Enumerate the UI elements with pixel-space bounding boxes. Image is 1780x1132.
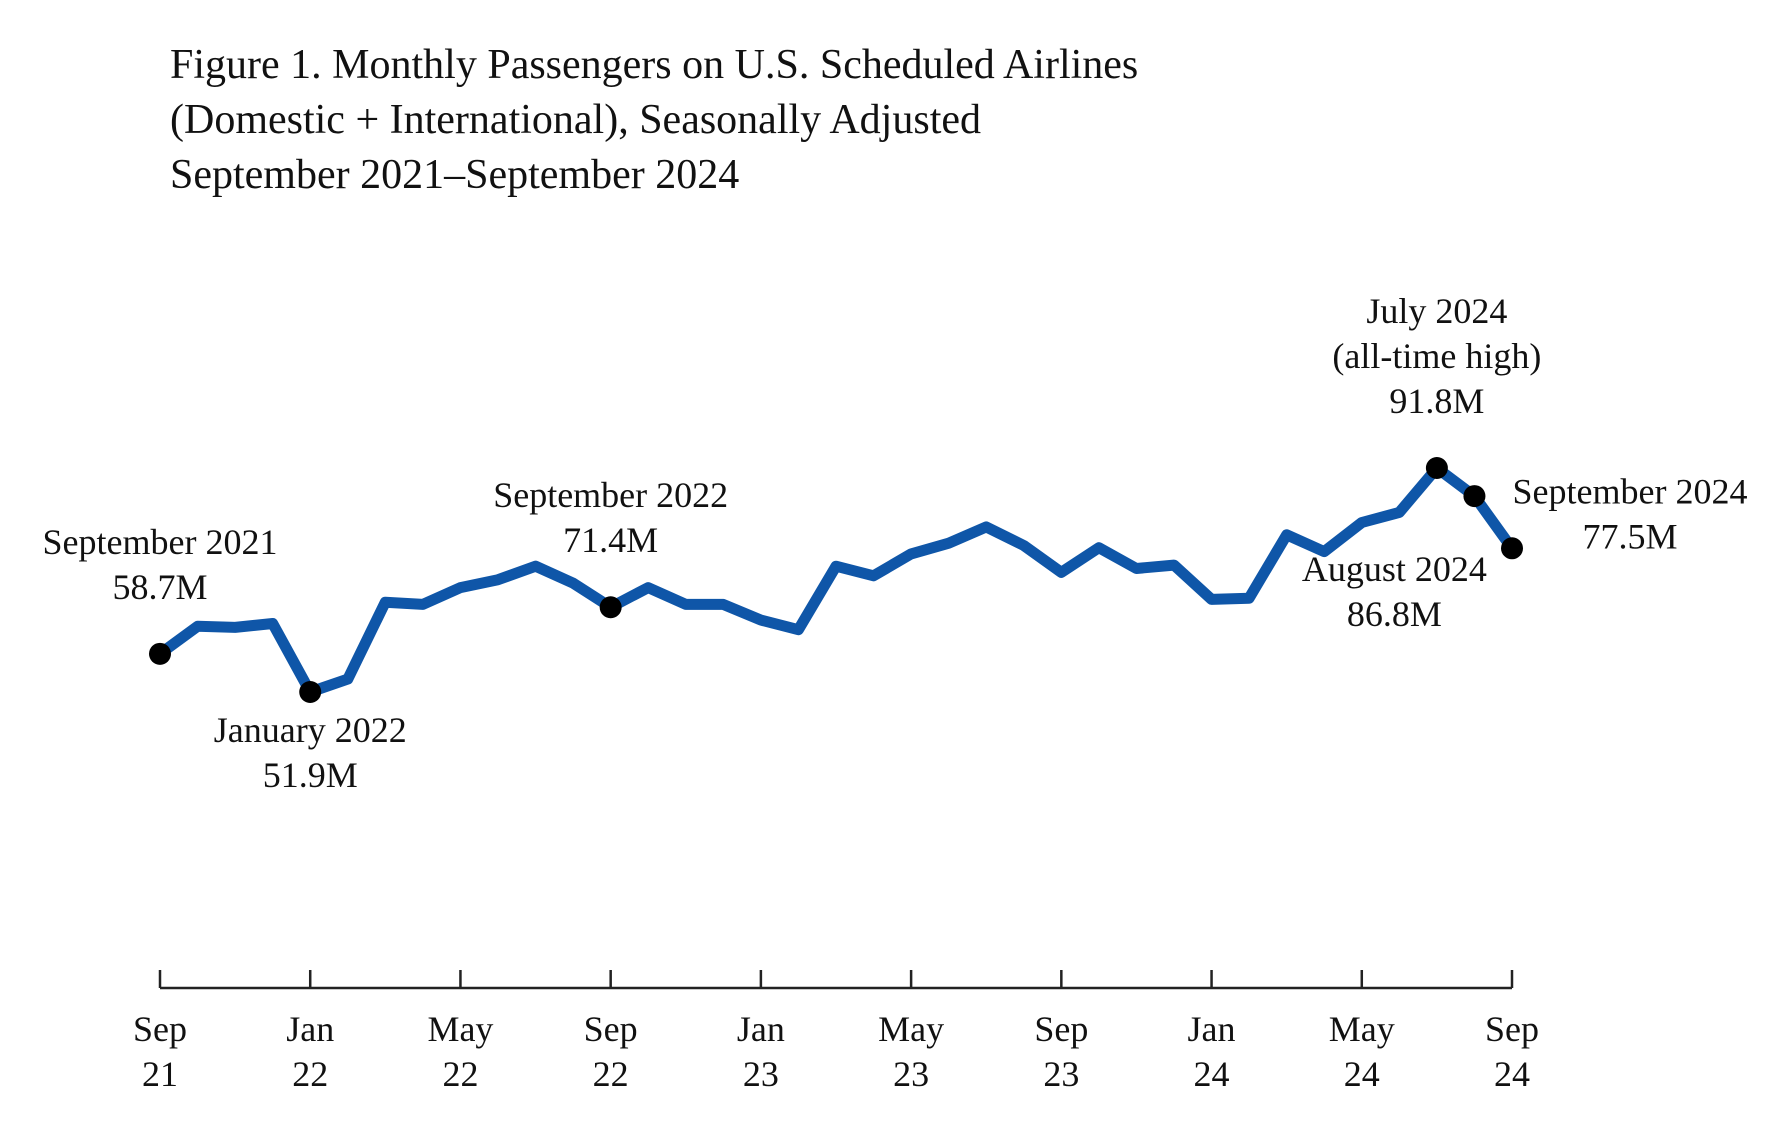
annotated-point [1425,457,1448,479]
x-tick-month: Sep [584,1009,638,1049]
x-tick-year: 24 [1344,1054,1380,1094]
annotation-label: September 2024 77.5M [1513,471,1748,556]
annotated-point [149,642,171,665]
annotation-label: July 2024 (all-time high) 91.8M [1332,291,1541,421]
annotation-line: September 2022 [493,475,728,515]
x-tick-year: 23 [893,1054,929,1094]
x-tick-label: Sep 24 [1485,1009,1539,1094]
annotation-line: 71.4M [563,520,658,560]
chart-title-line-1: Figure 1. Monthly Passengers on U.S. Sch… [170,42,1139,88]
x-tick-month: May [427,1009,493,1049]
annotated-point [299,681,322,703]
chart-title-line-2: (Domestic + International), Seasonally A… [170,97,982,143]
chart-title-line-3: September 2021–September 2024 [170,152,740,198]
annotated-point [1463,485,1486,508]
x-tick-month: May [878,1009,944,1049]
x-tick-label: Jan 24 [1188,1009,1236,1094]
annotation-line: 91.8M [1389,381,1484,421]
annotated-points [149,457,1523,703]
annotation-line: September 2021 [43,522,278,562]
annotation-line: August 2024 [1302,549,1487,589]
x-tick-month: May [1329,1009,1395,1049]
x-tick-month: Jan [1188,1009,1236,1049]
x-tick-label: Jan 23 [737,1009,785,1094]
annotation-line: July 2024 [1366,291,1507,331]
x-tick-year: 24 [1494,1054,1530,1094]
annotated-point [1501,537,1523,560]
annotation-line: January 2022 [214,710,407,750]
x-tick-year: 24 [1194,1054,1230,1094]
x-tick-label: May 23 [878,1009,944,1094]
annotation-line: 51.9M [263,755,358,795]
x-tick-month: Sep [133,1009,187,1049]
series-group [154,462,1518,698]
annotation-label: September 2021 58.7M [43,522,278,607]
x-tick-label: Sep 23 [1034,1009,1088,1094]
annotation-line: 58.7M [112,567,207,607]
x-tick-year: 22 [593,1054,629,1094]
x-tick-year: 22 [292,1054,328,1094]
x-tick-year: 21 [142,1054,178,1094]
x-tick-month: Jan [737,1009,785,1049]
annotation-line: September 2024 [1513,471,1748,511]
x-tick-label: Sep 22 [584,1009,638,1094]
x-tick-label: Sep 21 [133,1009,187,1094]
x-tick-month: Jan [286,1009,334,1049]
x-tick-month: Sep [1485,1009,1539,1049]
annotation-label: January 2022 51.9M [214,710,407,795]
annotated-point [599,596,622,619]
x-tick-label: May 24 [1329,1009,1395,1094]
x-tick-month: Sep [1034,1009,1088,1049]
x-tick-year: 23 [1043,1054,1079,1094]
chart-title: Figure 1. Monthly Passengers on U.S. Sch… [170,38,1138,203]
annotation-line: (all-time high) [1332,336,1541,376]
annotation-line: 86.8M [1347,594,1442,634]
x-tick-label: May 22 [427,1009,493,1094]
x-tick-year: 23 [743,1054,779,1094]
series-line [154,462,1518,698]
x-axis: Sep 21 Jan 22 May 22 Sep 22 Jan 23 May 23 Sep 23 Jan 24… [133,970,1539,1094]
annotation-labels: September 2021 58.7M January 2022 51.9M Sept… [43,291,1748,795]
x-tick-label: Jan 22 [286,1009,334,1094]
annotation-label: September 2022 71.4M [493,475,728,560]
annotation-label: August 2024 86.8M [1302,549,1487,634]
annotation-line: 77.5M [1582,516,1677,556]
x-tick-year: 22 [442,1054,478,1094]
